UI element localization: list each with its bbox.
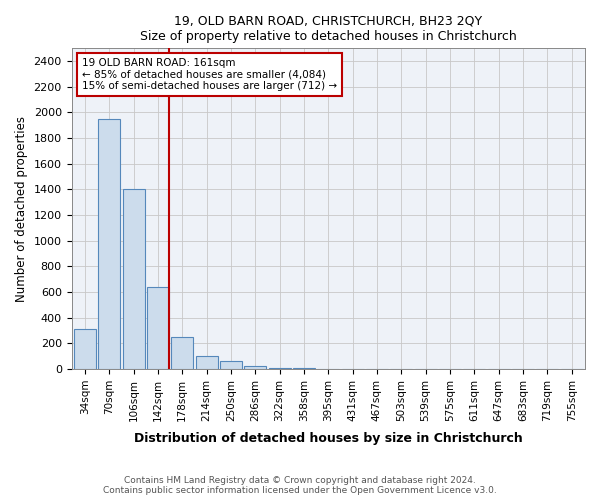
Bar xyxy=(122,190,145,369)
X-axis label: Distribution of detached houses by size in Christchurch: Distribution of detached houses by size … xyxy=(134,432,523,445)
Bar xyxy=(220,362,242,369)
Bar xyxy=(244,366,266,369)
Text: 19 OLD BARN ROAD: 161sqm
← 85% of detached houses are smaller (4,084)
15% of sem: 19 OLD BARN ROAD: 161sqm ← 85% of detach… xyxy=(82,58,337,91)
Bar xyxy=(98,119,120,369)
Bar xyxy=(147,287,169,369)
Bar xyxy=(196,356,218,369)
Bar xyxy=(74,330,96,369)
Bar xyxy=(172,337,193,369)
Bar xyxy=(269,368,290,369)
Y-axis label: Number of detached properties: Number of detached properties xyxy=(15,116,28,302)
Text: Contains HM Land Registry data © Crown copyright and database right 2024.
Contai: Contains HM Land Registry data © Crown c… xyxy=(103,476,497,495)
Bar xyxy=(293,368,315,369)
Title: 19, OLD BARN ROAD, CHRISTCHURCH, BH23 2QY
Size of property relative to detached : 19, OLD BARN ROAD, CHRISTCHURCH, BH23 2Q… xyxy=(140,15,517,43)
